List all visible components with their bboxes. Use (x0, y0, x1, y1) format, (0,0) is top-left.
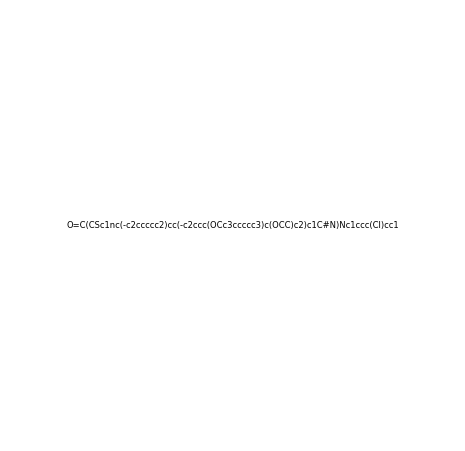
Text: O=C(CSc1nc(-c2ccccc2)cc(-c2ccc(OCc3ccccc3)c(OCC)c2)c1C#N)Nc1ccc(Cl)cc1: O=C(CSc1nc(-c2ccccc2)cc(-c2ccc(OCc3ccccc… (66, 221, 399, 230)
